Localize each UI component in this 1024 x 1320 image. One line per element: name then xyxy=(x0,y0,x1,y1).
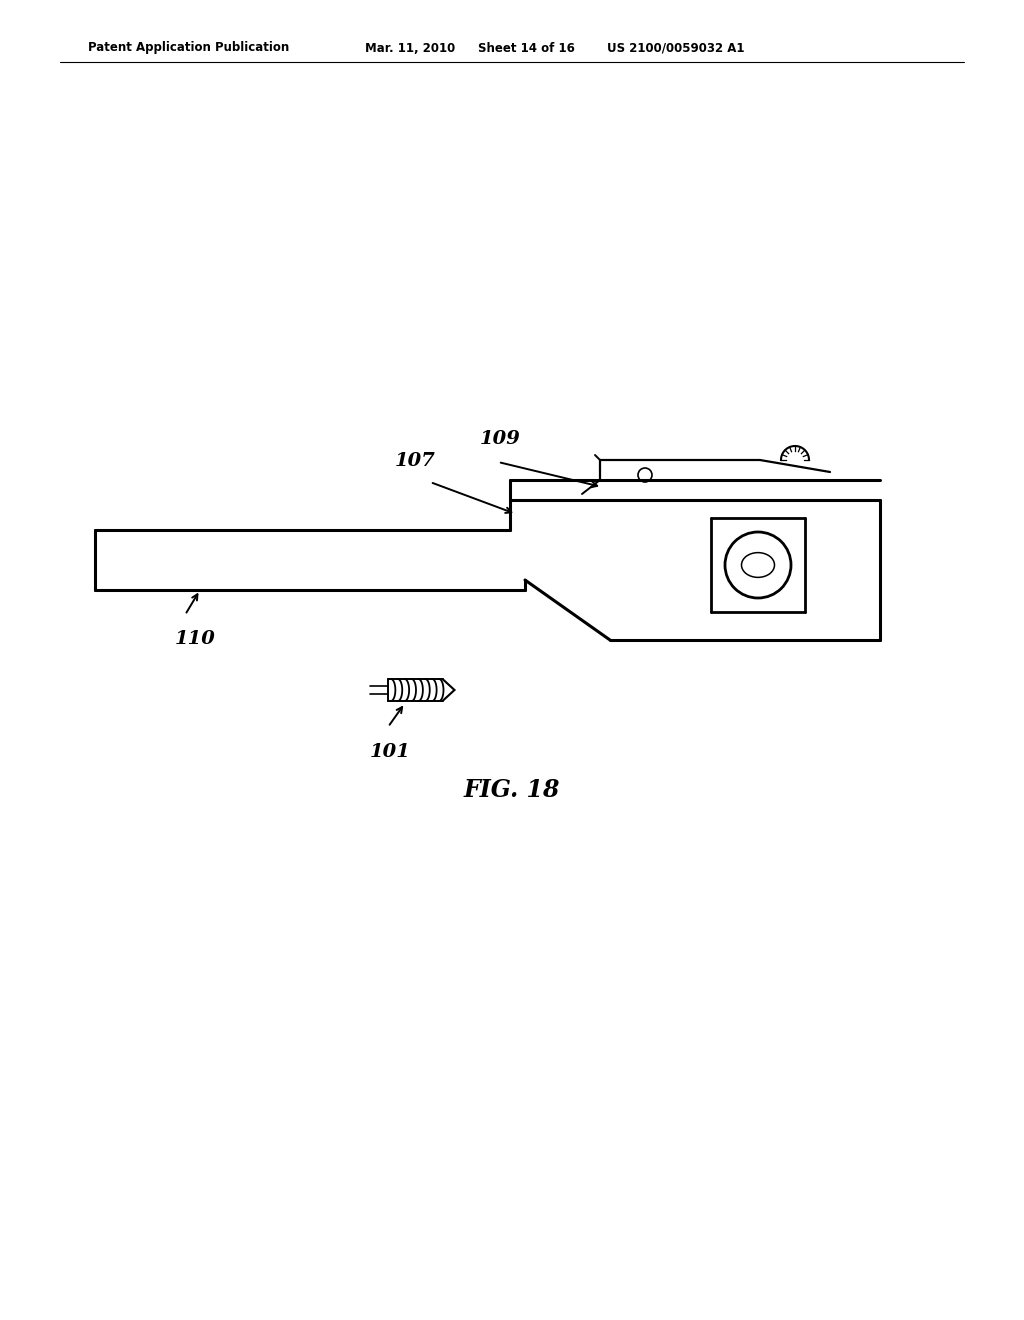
Text: 107: 107 xyxy=(395,451,436,470)
Text: Patent Application Publication: Patent Application Publication xyxy=(88,41,289,54)
Text: 109: 109 xyxy=(480,430,521,447)
Text: US 2100/0059032 A1: US 2100/0059032 A1 xyxy=(607,41,744,54)
Text: Mar. 11, 2010: Mar. 11, 2010 xyxy=(365,41,456,54)
Text: 110: 110 xyxy=(175,630,216,648)
Text: FIG. 18: FIG. 18 xyxy=(464,777,560,803)
Text: 101: 101 xyxy=(370,743,411,762)
Text: Sheet 14 of 16: Sheet 14 of 16 xyxy=(478,41,574,54)
